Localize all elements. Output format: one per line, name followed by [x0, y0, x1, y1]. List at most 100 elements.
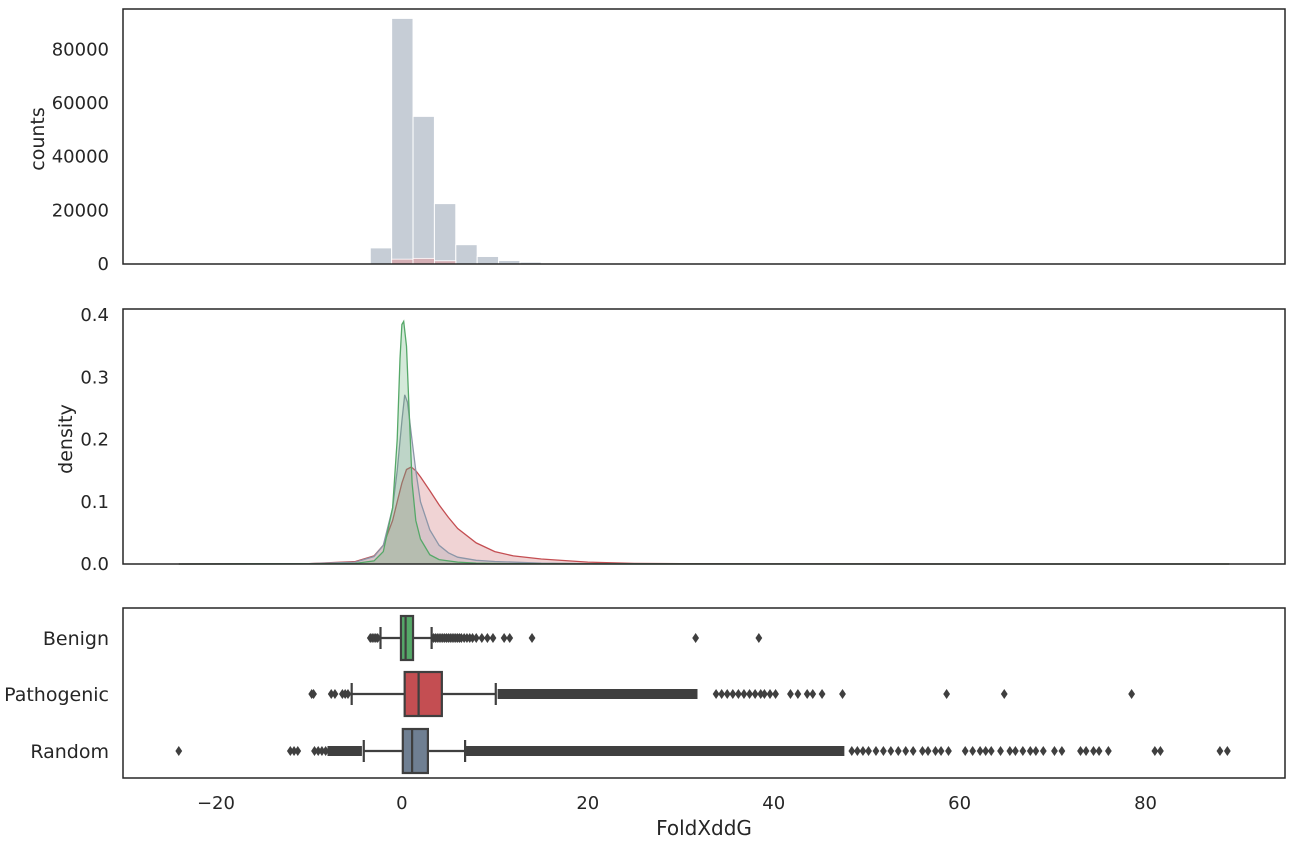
- outlier-point: [746, 689, 753, 699]
- outlier-point: [1216, 746, 1224, 756]
- outlier-point: [290, 746, 298, 756]
- box-random: [175, 727, 1231, 775]
- outlier-point: [932, 746, 939, 756]
- density-y-tick-label: 0.0: [80, 554, 109, 575]
- outlier-point: [1095, 746, 1103, 756]
- iqr-box: [401, 727, 430, 775]
- outlier-point: [1051, 746, 1058, 756]
- outlier-point: [818, 689, 826, 699]
- outlier-point: [794, 689, 802, 699]
- outlier-point: [755, 633, 763, 643]
- iqr-box: [399, 614, 415, 662]
- outlier-point: [1090, 746, 1097, 756]
- outlier-point: [853, 746, 861, 756]
- outlier-band: [327, 746, 362, 756]
- histogram-bar: [476, 255, 500, 265]
- outlier-point: [506, 633, 514, 643]
- outlier-point: [757, 689, 765, 699]
- boxplot-category-labels: Benign Pathogenic Random: [4, 628, 109, 763]
- outlier-point: [787, 689, 794, 699]
- outlier-point: [729, 689, 737, 699]
- outlier-point: [987, 746, 995, 756]
- histogram-bar: [369, 247, 393, 265]
- boxplot-panel: Benign Pathogenic Random −20 0 20 40 60 80 Fold…: [4, 607, 1286, 840]
- histogram-panel: 0 20000 40000 60000 80000 counts: [27, 8, 1286, 275]
- histogram-bar: [455, 244, 478, 265]
- outlier-point: [1026, 746, 1034, 756]
- outlier-point: [1012, 746, 1019, 756]
- outlier-point: [478, 633, 486, 643]
- histogram-bar: [412, 115, 435, 265]
- outlier-point: [1058, 746, 1066, 756]
- outlier-point: [894, 746, 902, 756]
- histogram-frame: [122, 8, 1286, 265]
- histogram-bar: [391, 17, 414, 265]
- outlier-point: [314, 746, 322, 756]
- outlier-point: [472, 633, 480, 643]
- boxplot-frame: [122, 607, 1286, 779]
- outlier-point: [865, 746, 872, 756]
- histogram-bar: [433, 203, 457, 265]
- outlier-point: [872, 746, 880, 756]
- outlier-point: [484, 633, 491, 643]
- outlier-point: [1077, 746, 1084, 756]
- outlier-point: [751, 689, 759, 699]
- outlier-point: [1082, 746, 1090, 756]
- outlier-point: [469, 633, 476, 643]
- density-line-benign: [178, 319, 1230, 565]
- x-axis-label: FoldXddG: [656, 816, 752, 840]
- density-area-random: [178, 394, 1230, 564]
- outlier-point: [1019, 746, 1027, 756]
- iqr-box: [403, 670, 443, 718]
- density-panel: 0.0 0.1 0.2 0.3 0.4 density: [55, 305, 1286, 575]
- outlier-point: [848, 746, 856, 756]
- outlier-point: [945, 746, 952, 756]
- outlier-point: [1104, 746, 1112, 756]
- outlier-point: [712, 689, 720, 699]
- x-tick-label: 80: [1134, 793, 1157, 814]
- outlier-point: [175, 746, 183, 756]
- boxplot-x-ticks: −20 0 20 40 60 80: [197, 793, 1157, 814]
- density-line-pathogenic: [178, 466, 1230, 565]
- outlier-point: [310, 689, 317, 699]
- outlier-point: [961, 746, 969, 756]
- x-tick-label: 40: [762, 793, 785, 814]
- box-pathogenic: [308, 670, 1136, 718]
- outlier-point: [809, 689, 817, 699]
- outlier-band: [466, 746, 845, 756]
- density-y-tick-label: 0.2: [80, 430, 109, 451]
- outlier-point: [327, 689, 335, 699]
- outlier-point: [344, 689, 352, 699]
- outlier-point: [982, 746, 990, 756]
- outlier-point: [803, 689, 811, 699]
- outlier-point: [331, 689, 339, 699]
- outlier-point: [740, 689, 748, 699]
- density-y-tick-label: 0.1: [80, 492, 109, 513]
- density-area-pathogenic: [178, 467, 1230, 564]
- histogram-ylabel: counts: [27, 107, 49, 171]
- histogram-overlay-bar: [412, 257, 435, 265]
- outlier-point: [969, 746, 977, 756]
- outlier-point: [976, 746, 984, 756]
- outlier-point: [489, 633, 497, 643]
- outlier-point: [880, 746, 887, 756]
- outlier-point: [311, 746, 318, 756]
- outlier-point: [839, 689, 846, 699]
- outlier-point: [1039, 746, 1047, 756]
- outlier-point: [318, 746, 326, 756]
- histogram-y-tick-label: 40000: [52, 147, 109, 168]
- density-area-benign: [178, 321, 1230, 564]
- outlier-point: [766, 689, 774, 699]
- histogram-y-tick-label: 60000: [52, 93, 109, 114]
- outlier-point: [943, 689, 951, 699]
- density-line-random: [178, 394, 1230, 565]
- density-curves: [178, 319, 1230, 565]
- outlier-point: [1128, 689, 1136, 699]
- outlier-point: [1157, 746, 1164, 756]
- outlier-point: [692, 633, 700, 643]
- density-frame: [122, 308, 1286, 565]
- outlier-point: [500, 633, 508, 643]
- histogram-y-ticks: 0 20000 40000 60000 80000: [52, 39, 109, 275]
- outlier-point: [919, 746, 926, 756]
